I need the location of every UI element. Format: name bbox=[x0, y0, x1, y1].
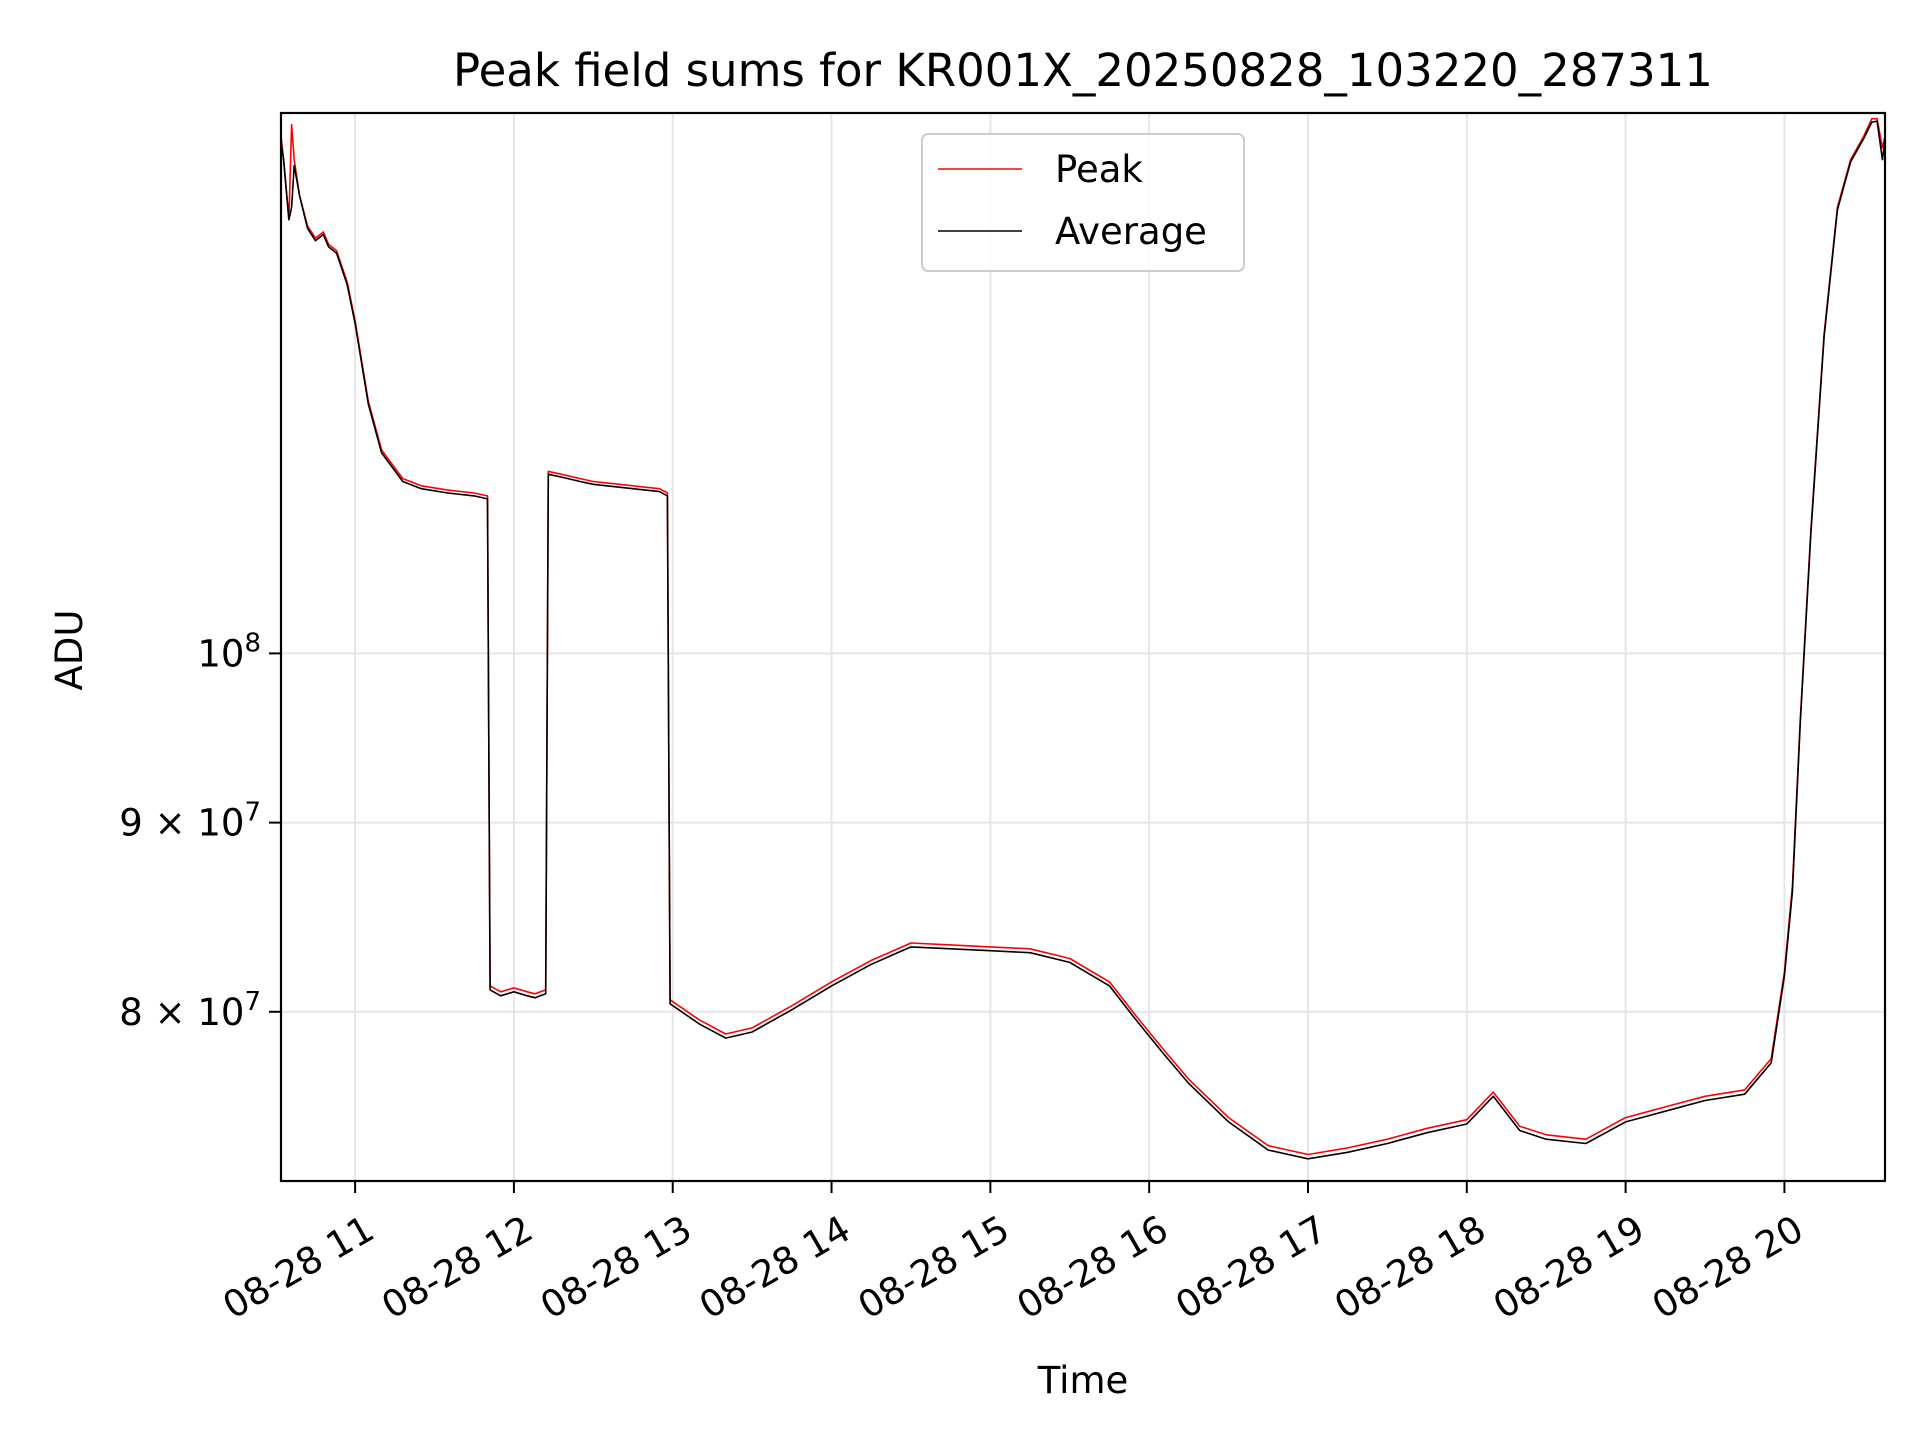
series-line-average bbox=[280, 120, 1886, 1160]
plot-frame bbox=[279, 111, 1887, 1183]
legend-label-peak: Peak bbox=[1055, 148, 1143, 191]
y-tick-mantissa: 9 × bbox=[119, 802, 197, 845]
y-tick-mantissa: 8 × bbox=[119, 991, 197, 1034]
y-tick-base: 10 bbox=[197, 802, 244, 845]
y-tick-exponent: 8 bbox=[244, 628, 261, 658]
y-tick-base: 10 bbox=[197, 991, 244, 1034]
y-tick-base: 10 bbox=[197, 632, 244, 675]
y-tick-exponent: 7 bbox=[244, 987, 261, 1017]
series-lines bbox=[280, 117, 1886, 1160]
x-axis-label: Time bbox=[1037, 1359, 1129, 1402]
y-tick-exponent: 7 bbox=[244, 798, 261, 828]
legend: Peak Average bbox=[921, 133, 1245, 272]
grid bbox=[281, 113, 1885, 1181]
y-tick-label: 108 bbox=[197, 628, 261, 675]
chart-title: Peak field sums for KR001X_20250828_1032… bbox=[453, 44, 1713, 97]
y-axis-label: ADU bbox=[48, 610, 91, 691]
legend-label-average: Average bbox=[1055, 210, 1207, 253]
y-tick-label: 9 × 107 bbox=[119, 798, 261, 845]
y-tick-label: 8 × 107 bbox=[119, 987, 261, 1034]
